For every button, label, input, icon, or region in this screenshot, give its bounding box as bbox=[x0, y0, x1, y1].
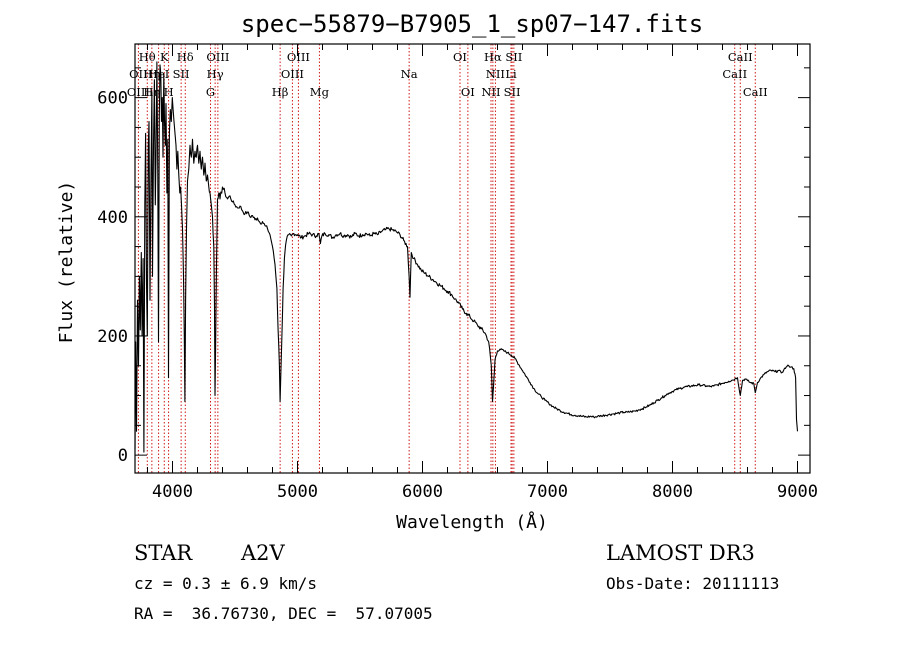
x-tick-label: 7000 bbox=[527, 482, 568, 502]
x-tick-label: 9000 bbox=[777, 482, 818, 502]
x-tick-labels: 4000 5000 6000 7000 8000 9000 bbox=[152, 482, 818, 502]
x-tick-label: 4000 bbox=[152, 482, 193, 502]
line-label: OIII bbox=[127, 85, 150, 99]
line-label: Li bbox=[505, 67, 517, 81]
line-label: Na bbox=[401, 67, 418, 81]
x-tick-label: 8000 bbox=[652, 482, 693, 502]
line-label: OIII bbox=[281, 67, 304, 81]
y-tick-label: 600 bbox=[97, 89, 128, 109]
flux-series-line bbox=[134, 61, 799, 453]
observation-date: Obs-Date: 20111113 bbox=[606, 574, 779, 593]
line-label: OIII bbox=[206, 50, 229, 64]
spectrum-info: STAR A2V cz = 0.3 ± 6.9 km/s RA = 36.767… bbox=[134, 541, 779, 623]
y-tick-label: 400 bbox=[97, 208, 128, 228]
line-label: NII bbox=[481, 85, 500, 99]
spectral-line-markers bbox=[137, 44, 756, 473]
survey-name: LAMOST DR3 bbox=[606, 541, 755, 565]
line-label: SII bbox=[173, 67, 190, 81]
line-label: NII bbox=[486, 67, 505, 81]
object-subclass: A2V bbox=[240, 541, 286, 565]
line-label: SII bbox=[505, 50, 522, 64]
y-axis-label: Flux (relative) bbox=[56, 181, 77, 344]
line-label: CaII bbox=[728, 50, 753, 64]
coordinates: RA = 36.76730, DEC = 57.07005 bbox=[134, 604, 433, 623]
line-label: Hα bbox=[484, 50, 502, 64]
line-label: H bbox=[164, 85, 174, 99]
line-label: CaII bbox=[743, 85, 768, 99]
line-label: SII bbox=[504, 85, 521, 99]
line-label: Hθ bbox=[139, 50, 156, 64]
axes bbox=[135, 44, 810, 473]
line-label: Hγ bbox=[207, 67, 224, 81]
line-label: CaII bbox=[722, 67, 747, 81]
line-label: K bbox=[160, 50, 169, 64]
redshift-velocity: cz = 0.3 ± 6.9 km/s bbox=[134, 574, 317, 593]
line-label: Hδ bbox=[177, 50, 194, 64]
plot-frame bbox=[134, 43, 811, 474]
line-label: Hη bbox=[143, 67, 160, 81]
line-label: HeI bbox=[148, 67, 169, 81]
y-tick-labels: 0 200 400 600 bbox=[97, 89, 128, 467]
y-tick-label: 200 bbox=[97, 327, 128, 347]
line-label: OII bbox=[129, 67, 148, 81]
object-type: STAR bbox=[134, 541, 193, 565]
line-label: G bbox=[206, 85, 215, 99]
x-tick-label: 5000 bbox=[277, 482, 318, 502]
line-label: OIII bbox=[287, 50, 310, 64]
line-label: Hβ bbox=[272, 85, 289, 99]
line-label: Mg bbox=[310, 85, 330, 99]
line-label: OI bbox=[453, 50, 467, 64]
x-axis-label: Wavelength (Å) bbox=[396, 511, 548, 533]
line-label: OI bbox=[461, 85, 475, 99]
chart-title: spec−55879−B7905_1_sp07−147.fits bbox=[241, 10, 703, 38]
x-tick-label: 6000 bbox=[402, 482, 443, 502]
y-tick-label: 0 bbox=[118, 446, 128, 466]
